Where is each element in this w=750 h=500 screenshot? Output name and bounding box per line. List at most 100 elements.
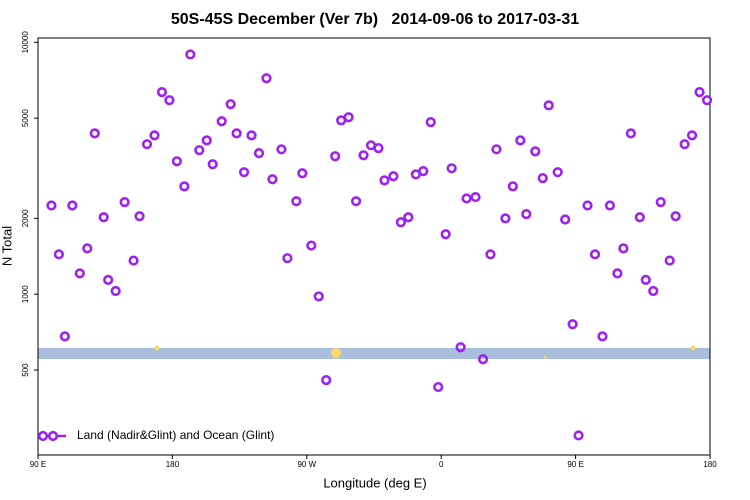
y-tick-label: 5000	[21, 109, 30, 127]
point	[306, 240, 317, 251]
point	[618, 243, 629, 254]
point	[648, 285, 659, 297]
point	[612, 268, 623, 279]
legend-marker	[37, 430, 49, 442]
point	[655, 197, 666, 208]
point	[530, 146, 541, 157]
point	[128, 255, 139, 266]
band	[38, 348, 710, 359]
point	[89, 128, 100, 139]
point	[701, 95, 713, 106]
y-tick-label: 500	[21, 363, 30, 377]
point	[477, 354, 489, 365]
point	[246, 130, 257, 141]
y-tick-label: 10000	[21, 31, 30, 54]
point	[686, 130, 698, 141]
point	[573, 430, 584, 441]
point	[156, 87, 168, 98]
point	[582, 200, 593, 211]
x-tick-label: 90 E	[567, 460, 583, 469]
point	[455, 342, 466, 353]
point	[679, 139, 690, 150]
point	[552, 167, 563, 178]
point	[253, 148, 265, 159]
point	[500, 213, 511, 224]
point	[507, 181, 518, 192]
point	[321, 375, 332, 386]
point	[110, 285, 121, 297]
point	[313, 291, 324, 302]
point	[141, 139, 153, 150]
point	[98, 212, 109, 223]
point	[343, 112, 354, 123]
point	[276, 144, 287, 155]
point	[350, 196, 362, 207]
chart-title: 50S-45S December (Ver 7b) 2014-09-06 to …	[171, 11, 579, 28]
point	[604, 200, 616, 211]
point	[297, 168, 308, 179]
point	[625, 128, 636, 139]
point	[179, 181, 190, 192]
point	[291, 196, 302, 207]
y-tick-label: 1000	[21, 285, 30, 303]
point	[103, 274, 114, 285]
point	[515, 135, 526, 146]
point	[640, 274, 651, 285]
point	[373, 143, 384, 154]
point	[207, 159, 218, 170]
legend-label: Land (Nadir&Glint) and Ocean (Glint)	[77, 428, 274, 442]
point	[119, 197, 130, 208]
point	[379, 175, 390, 186]
point	[194, 145, 205, 156]
point	[694, 87, 705, 98]
point	[670, 211, 681, 222]
point	[634, 212, 645, 223]
point	[216, 116, 227, 127]
point	[433, 381, 444, 393]
point	[238, 167, 250, 178]
x-axis-label: Longitude (deg E)	[323, 475, 426, 490]
x-tick-label: 180	[166, 460, 180, 469]
point	[470, 191, 481, 203]
point	[560, 214, 571, 225]
point	[149, 130, 160, 141]
y-axis-label: N Total	[0, 226, 14, 266]
point	[521, 208, 532, 220]
point	[53, 249, 65, 260]
point	[171, 156, 182, 167]
point	[59, 331, 70, 342]
point	[164, 95, 175, 106]
point	[46, 200, 57, 211]
x-tick-label: 90 E	[30, 460, 46, 469]
point	[395, 217, 406, 228]
point	[461, 193, 472, 204]
point	[543, 100, 554, 111]
point	[491, 144, 502, 155]
point	[358, 150, 369, 161]
point	[537, 173, 548, 184]
point	[201, 135, 212, 146]
point	[185, 49, 196, 60]
point	[440, 229, 451, 240]
point	[485, 249, 496, 260]
x-tick-label: 0	[439, 460, 444, 469]
legend-marker	[47, 430, 59, 442]
glint-marks	[154, 345, 696, 359]
point	[425, 117, 436, 128]
point	[261, 73, 272, 84]
point	[231, 128, 242, 139]
x-tick-label: 180	[703, 460, 717, 469]
point	[418, 166, 429, 177]
point	[267, 174, 278, 185]
point	[388, 171, 399, 182]
point	[74, 268, 85, 279]
point	[282, 253, 293, 264]
point	[403, 212, 414, 223]
point	[225, 99, 236, 110]
point	[664, 255, 675, 266]
point	[597, 331, 608, 342]
point	[446, 163, 457, 174]
point	[67, 200, 78, 211]
